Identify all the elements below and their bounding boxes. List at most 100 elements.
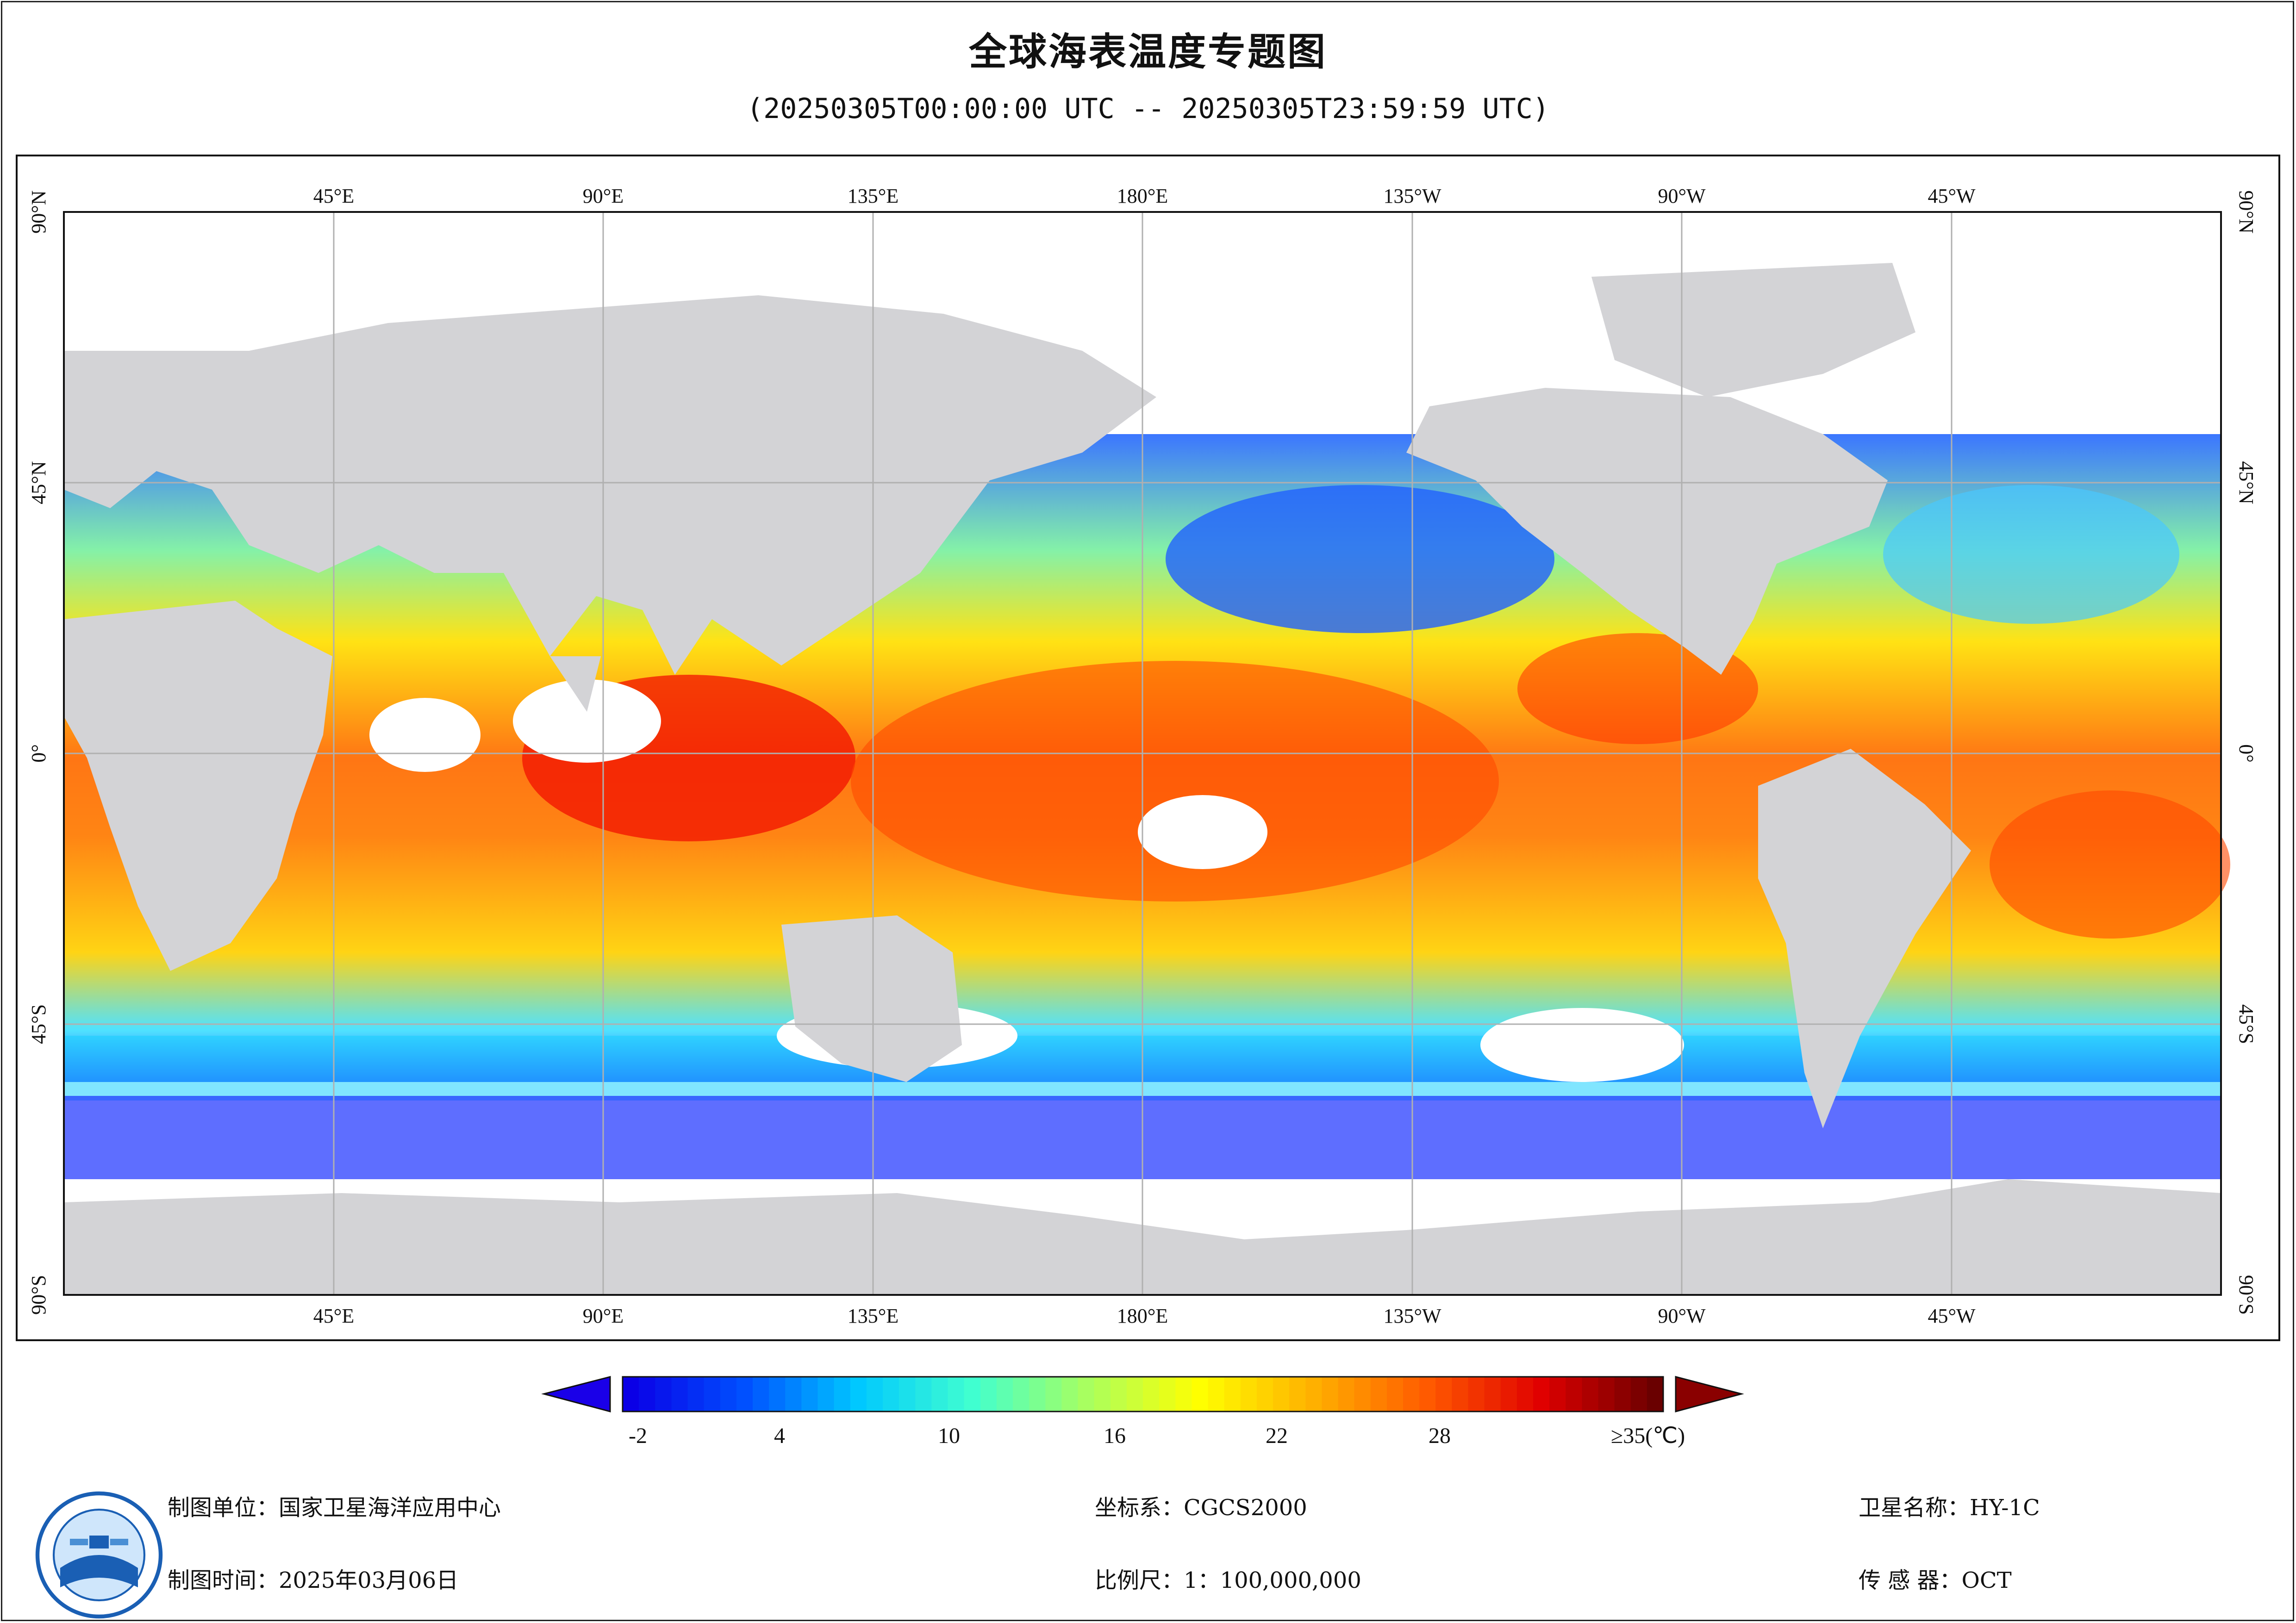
colorbar-cell: [1435, 1377, 1452, 1412]
colorbar-cell: [623, 1377, 639, 1412]
colorbar-cell: [866, 1377, 883, 1412]
colorbar-tick-label: 28: [1429, 1424, 1451, 1448]
colorbar-labels: -2 4 10 16 22 28 ≥35(℃): [629, 1424, 1685, 1448]
colorbar-cell: [655, 1377, 672, 1412]
land-africa: [64, 601, 332, 971]
colorbar-cell: [671, 1377, 688, 1412]
colorbar-cell: [817, 1377, 835, 1412]
colorbar-cell: [1289, 1377, 1306, 1412]
plot-border: [63, 211, 2222, 1296]
lat-label: 45°N: [27, 461, 50, 504]
sst-north-atlantic-cold: [1883, 485, 2179, 624]
colorbar-cell: [1159, 1377, 1176, 1412]
colorbar-cell: [1549, 1377, 1566, 1412]
colorbar-cell: [1029, 1377, 1046, 1412]
lon-label: 90°W: [1658, 1305, 1706, 1327]
colorbar-high-arrow: [1675, 1376, 1744, 1412]
colorbar-cell: [1533, 1377, 1550, 1412]
footer-crs: 坐标系：CGCS2000: [1095, 1495, 1307, 1521]
colorbar-cell: [1208, 1377, 1225, 1412]
map-panel: 45°E 90°E 135°E 180°E 135°W 90°W 45°W 45…: [16, 155, 2280, 1341]
colorbar-cell: [1094, 1377, 1111, 1412]
colorbar-cell: [1143, 1377, 1160, 1412]
colorbar-cell: [1452, 1377, 1469, 1412]
colorbar-cell: [753, 1377, 769, 1412]
lat-label: 90°S: [27, 1275, 50, 1315]
colorbar-cell: [1484, 1377, 1501, 1412]
lat-label: 45°N: [2235, 461, 2258, 504]
colorbar-cell: [801, 1377, 818, 1412]
colorbar-cell: [1370, 1377, 1387, 1412]
colorbar-cell: [1175, 1377, 1192, 1412]
lon-label: 135°W: [1383, 185, 1441, 207]
land-eurasia: [64, 295, 1156, 675]
colorbar-cell: [639, 1377, 655, 1412]
colorbar-cell: [1126, 1377, 1143, 1412]
footer-sensor: 传 感 器：OCT: [1859, 1567, 2012, 1593]
colorbar-cell: [834, 1377, 851, 1412]
colorbar-tick-label: 4: [774, 1424, 785, 1448]
lon-label: 90°W: [1658, 185, 1706, 207]
lat-label: 0°: [27, 744, 50, 763]
nsoas-logo-icon: [35, 1491, 163, 1619]
lat-labels-right: 90°N 45°N 0° 45°S 90°S: [2235, 190, 2258, 1315]
sst-north-pacific-cold: [1166, 485, 1554, 633]
land-north-america: [1406, 388, 1888, 675]
colorbar-cell: [980, 1377, 997, 1412]
sst-map: 45°E 90°E 135°E 180°E 135°W 90°W 45°W 45…: [27, 185, 2258, 1327]
colorbar-cell: [1386, 1377, 1404, 1412]
time-range-subtitle: (20250305T00:00:00 UTC -- 20250305T23:59…: [747, 93, 1549, 125]
colorbar-cell: [1256, 1377, 1273, 1412]
colorbar-tick-label: ≥35(℃): [1611, 1424, 1685, 1448]
colorbar-cell: [931, 1377, 948, 1412]
lat-label: 90°N: [27, 190, 50, 233]
lon-label: 135°E: [848, 1305, 898, 1327]
colorbar-cell: [1468, 1377, 1485, 1412]
colorbar-cell: [1566, 1377, 1582, 1412]
colorbar-cell: [1630, 1377, 1647, 1412]
colorbar-cell: [948, 1377, 965, 1412]
colorbar: -2 4 10 16 22 28 ≥35(℃): [541, 1376, 1744, 1448]
land-australia: [781, 915, 962, 1082]
lat-label: 45°S: [2235, 1004, 2258, 1044]
footer-org: 制图单位：国家卫星海洋应用中心: [168, 1495, 501, 1521]
colorbar-cell: [1614, 1377, 1631, 1412]
lat-labels-left: 90°N 45°N 0° 45°S 90°S: [27, 190, 50, 1315]
colorbar-cell: [996, 1377, 1013, 1412]
lon-label: 90°E: [583, 1305, 624, 1327]
colorbar-low-arrow: [541, 1376, 611, 1412]
colorbar-tick-label: 16: [1104, 1424, 1126, 1448]
colorbar-cell: [1045, 1377, 1062, 1412]
colorbar-cell: [1338, 1377, 1355, 1412]
colorbar-cell: [1516, 1377, 1534, 1412]
colorbar-tick-label: 10: [938, 1424, 960, 1448]
colorbar-cell: [1322, 1377, 1339, 1412]
land-south-america: [1758, 749, 1971, 1128]
lat-label: 90°N: [2235, 190, 2258, 233]
land-india: [550, 656, 601, 712]
colorbar-cell: [915, 1377, 932, 1412]
colorbar-cell: [1403, 1377, 1420, 1412]
colorbar-cell: [883, 1377, 899, 1412]
colorbar-cell: [1500, 1377, 1517, 1412]
colorbar-cell: [964, 1377, 981, 1412]
lat-label: 0°: [2235, 744, 2258, 763]
colorbar-cell: [785, 1377, 802, 1412]
colorbar-tick-label: -2: [629, 1424, 647, 1448]
colorbar-tick-label: 22: [1266, 1424, 1288, 1448]
colorbar-cell: [704, 1377, 721, 1412]
cloud-patch: [513, 679, 661, 763]
colorbar-border: [622, 1376, 1664, 1412]
cloud-patch: [1138, 795, 1267, 869]
colorbar-cell: [687, 1377, 705, 1412]
colorbar-cell: [1192, 1377, 1209, 1412]
colorbar-cell: [850, 1377, 867, 1412]
colorbar-cell: [1647, 1377, 1664, 1412]
lon-label: 45°E: [313, 185, 354, 207]
colorbar-cell: [1305, 1377, 1322, 1412]
lon-label: 180°E: [1117, 1305, 1168, 1327]
sst-warm-pool-pacific: [851, 661, 1499, 902]
lon-label: 45°E: [313, 1305, 354, 1327]
lon-labels-top: 45°E 90°E 135°E 180°E 135°W 90°W 45°W: [313, 185, 1976, 207]
